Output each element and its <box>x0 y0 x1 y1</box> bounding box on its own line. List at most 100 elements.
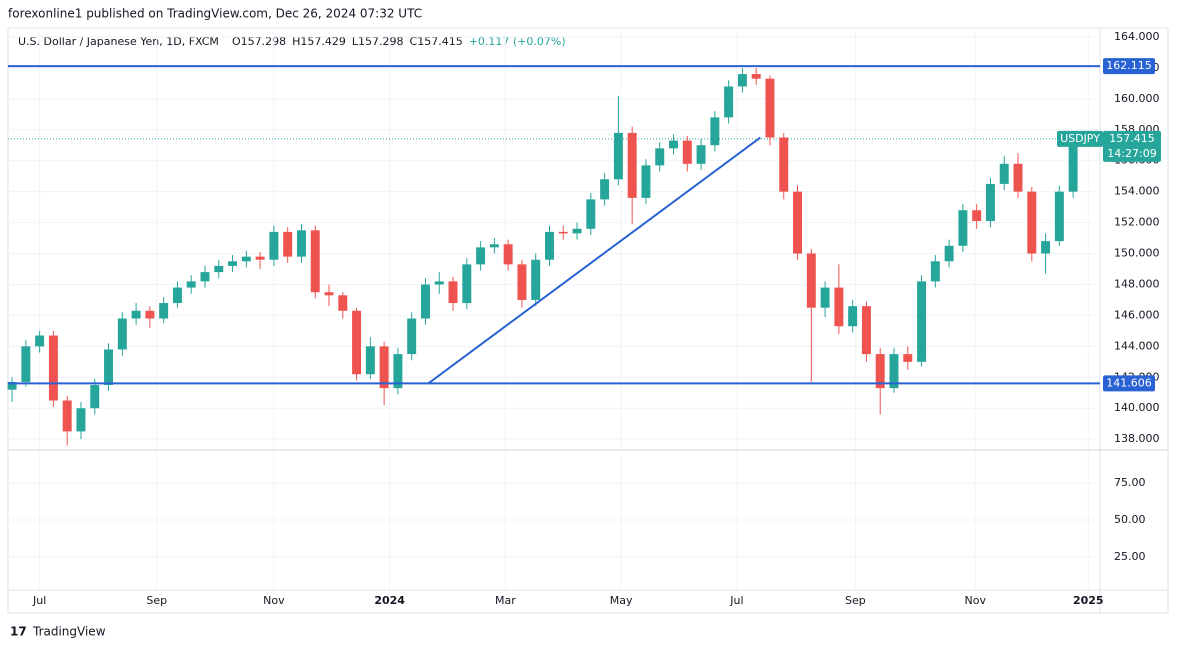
x-tick-label: Nov <box>965 594 987 607</box>
candle-body <box>627 132 637 198</box>
candle-body <box>1027 191 1037 254</box>
candle-body <box>806 253 816 308</box>
level-label: 162.115 <box>1106 59 1152 72</box>
candle-body <box>903 354 913 362</box>
candle-body <box>269 231 279 260</box>
candle-body <box>186 281 196 288</box>
candle-body <box>214 265 224 273</box>
y-tick-label: 140.000 <box>1114 401 1160 414</box>
candle-body <box>517 264 527 300</box>
candle-body <box>62 400 72 432</box>
y-tick-label: 160.000 <box>1114 92 1160 105</box>
candle-body <box>76 408 86 432</box>
candle-body <box>572 228 582 234</box>
symbol-label: USDJPY <box>1060 132 1100 145</box>
candle-body <box>407 318 417 355</box>
x-tick-label: Mar <box>495 594 516 607</box>
y-tick-label: 152.000 <box>1114 216 1160 229</box>
candle-body <box>21 346 31 382</box>
candle-body <box>600 179 610 200</box>
candle-body <box>861 306 871 355</box>
logo: 17 <box>10 625 27 639</box>
candle-body <box>834 287 844 327</box>
candle-body <box>434 281 444 285</box>
candle-body <box>545 231 554 260</box>
ohlc-value: L157.298 <box>352 35 404 48</box>
y-tick-label: 25.00 <box>1114 550 1146 563</box>
candle-body <box>710 117 720 146</box>
candle-body <box>930 261 940 282</box>
candle-body <box>393 354 403 389</box>
price-label: 157.415 <box>1109 132 1155 145</box>
candle-body <box>848 306 858 327</box>
candle-body <box>255 256 265 260</box>
candle-body <box>90 385 100 409</box>
level-tag <box>1103 375 1155 392</box>
candle-body <box>917 281 927 362</box>
candle-body <box>958 210 968 246</box>
y-tick-label: 146.000 <box>1114 308 1160 321</box>
candle-body <box>462 264 472 304</box>
ohlc-value: H157.429 <box>292 35 346 48</box>
y-tick-label: 150.000 <box>1114 247 1160 260</box>
ohlc-legend: O157.298 H157.429 L157.298 C157.415 +0.117 (… <box>232 35 566 48</box>
candle-body <box>379 346 389 389</box>
y-tick-label: 154.000 <box>1114 185 1160 198</box>
x-tick-label: Nov <box>263 594 285 607</box>
candle-body <box>283 231 293 257</box>
price-tag <box>1103 130 1161 162</box>
candle-body <box>999 163 1009 184</box>
publisher: forexonline1 published on TradingView.co… <box>8 7 422 21</box>
candle-body <box>448 281 458 304</box>
candle-body <box>1041 241 1051 254</box>
candle-body <box>696 145 706 164</box>
x-tick-label: 2024 <box>374 594 405 607</box>
y-tick-label: 75.00 <box>1114 476 1146 489</box>
candle-body <box>765 78 775 138</box>
candle-body <box>131 310 141 319</box>
candle-body <box>586 199 596 229</box>
candle-body <box>145 310 155 319</box>
candle-body <box>944 245 954 262</box>
y-tick-label: 144.000 <box>1114 339 1160 352</box>
candle-body <box>889 354 899 389</box>
y-tick-label: 148.000 <box>1114 277 1160 290</box>
candle-body <box>1054 191 1064 242</box>
candle-body <box>324 292 334 296</box>
chart-frame <box>7 27 1169 614</box>
candle-body <box>655 148 665 166</box>
candle-body <box>159 303 169 319</box>
candle-body <box>820 287 830 308</box>
candle-body <box>172 287 182 304</box>
candle-body <box>875 354 885 389</box>
y-tick-label: 50.00 <box>1114 513 1146 526</box>
x-tick-label: Sep <box>146 594 167 607</box>
candle-body <box>1068 139 1078 192</box>
candle-body <box>972 210 982 222</box>
candle-body <box>779 137 789 192</box>
x-tick-label: Jul <box>32 594 46 607</box>
candle-body <box>35 335 45 347</box>
candle-body <box>104 349 114 386</box>
candle-body <box>241 256 251 262</box>
x-tick-label: Sep <box>845 594 866 607</box>
candle-body <box>531 259 541 300</box>
candle-body <box>751 74 761 79</box>
candle-body <box>503 244 513 265</box>
y-tick-label: 164.000 <box>1114 30 1160 43</box>
ohlc-value: O157.298 <box>232 35 286 48</box>
level-label: 141.606 <box>1106 376 1152 389</box>
symbol-tag <box>1057 130 1103 147</box>
level-tag <box>1103 58 1155 75</box>
candle-body <box>558 231 568 234</box>
candle-body <box>476 247 486 265</box>
candle-body <box>682 140 692 164</box>
candle-body <box>641 165 651 198</box>
footer: 17 TradingView <box>10 625 106 639</box>
countdown-label: 14:27:09 <box>1107 147 1156 160</box>
ohlc-value: C157.415 <box>410 35 463 48</box>
candle-body <box>48 335 58 401</box>
candle-body <box>985 183 995 222</box>
